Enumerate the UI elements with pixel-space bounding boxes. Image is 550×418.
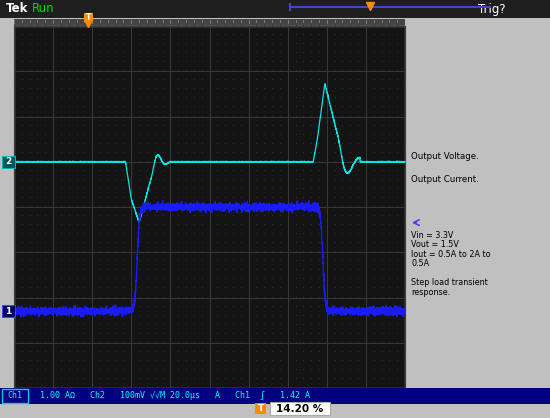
Text: Vout = 1.5V: Vout = 1.5V [411, 240, 459, 249]
Text: Output Current.: Output Current. [411, 175, 478, 184]
Text: 1: 1 [6, 306, 12, 316]
Text: 14.20 %: 14.20 % [276, 403, 323, 413]
Text: Trig?: Trig? [478, 3, 505, 15]
Bar [270, 402, 330, 415]
Bar [2, 389, 28, 403]
Text: T: T [257, 404, 263, 413]
Bar [255, 403, 266, 414]
Text: Tek: Tek [6, 3, 29, 15]
Text: Output Voltage.: Output Voltage. [411, 152, 478, 161]
Bar [14, 26, 405, 388]
Bar [0, 0, 550, 18]
Text: Iout = 0.5A to 2A to: Iout = 0.5A to 2A to [411, 250, 491, 259]
Text: 0.5A: 0.5A [411, 259, 429, 268]
Text: Step load transient: Step load transient [411, 278, 488, 287]
Text: Vin = 3.3V: Vin = 3.3V [411, 231, 453, 240]
Text: Run: Run [32, 3, 54, 15]
Text: response.: response. [411, 288, 450, 297]
Bar [2, 156, 15, 168]
Bar [2, 305, 15, 317]
Text: 2: 2 [6, 157, 12, 166]
Text: T: T [86, 13, 91, 22]
Text: i: i [368, 0, 371, 2]
Text: 1.00 AΩ   Ch2   100mV √√M 20.0μs   A   Ch1  ʃ   1.42 A: 1.00 AΩ Ch2 100mV √√M 20.0μs A Ch1 ʃ 1.4… [30, 392, 310, 400]
Bar [14, 19, 405, 26]
Bar [84, 13, 93, 22]
Text: Ch1: Ch1 [8, 392, 23, 400]
Bar [0, 388, 550, 404]
